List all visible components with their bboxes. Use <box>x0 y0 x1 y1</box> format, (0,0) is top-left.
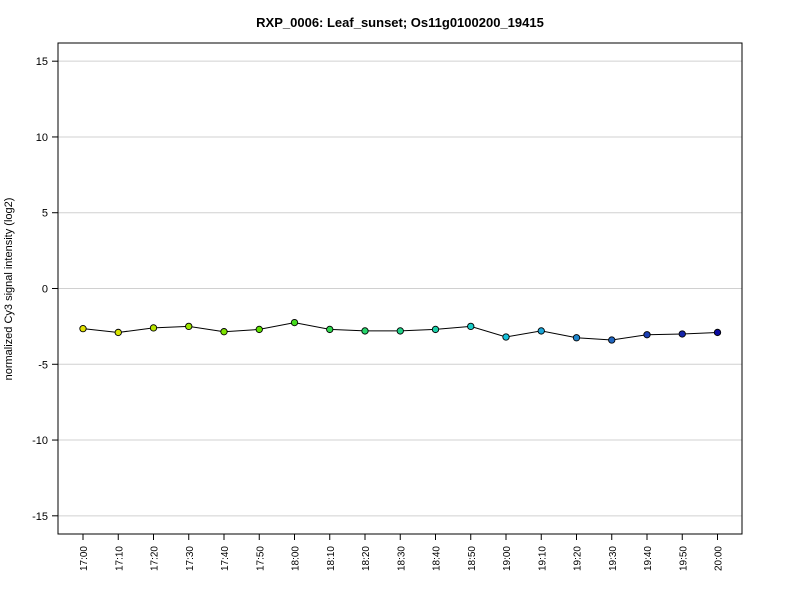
data-point <box>79 325 87 333</box>
x-tick-label: 19:10 <box>537 546 548 571</box>
plot-frame <box>57 42 743 535</box>
data-point <box>396 327 404 335</box>
x-axis: 17:00 17:10 17:20 17:30 17:40 17:50 18:00 18:10… <box>79 534 725 571</box>
y-axis: -15 -10 -5 0 5 10 15 <box>32 56 58 523</box>
x-tick-label: 18:50 <box>467 546 478 571</box>
data-point <box>220 328 228 336</box>
data-point <box>290 318 299 327</box>
x-tick-label: 20:00 <box>714 546 725 571</box>
x-tick-label: 18:40 <box>432 546 443 571</box>
x-tick-label: 18:10 <box>326 546 337 571</box>
chart-title: RXP_0006: Leaf_sunset; Os11g0100200_1941… <box>256 15 544 30</box>
x-tick-label: 17:00 <box>79 546 90 571</box>
y-tick-label: 0 <box>42 284 48 296</box>
y-tick-label: -15 <box>32 511 48 523</box>
x-tick-label: 19:50 <box>678 546 689 571</box>
x-tick-label: 19:00 <box>502 546 513 571</box>
data-point <box>185 322 193 331</box>
y-tick-label: 15 <box>36 56 48 68</box>
data-point <box>114 328 122 337</box>
x-tick-label: 17:50 <box>255 546 266 571</box>
data-point <box>467 322 475 331</box>
data-point <box>326 325 334 334</box>
data-point <box>678 330 686 338</box>
data-point <box>608 336 616 344</box>
data-point <box>149 324 158 332</box>
x-tick-label: 18:30 <box>396 546 407 571</box>
data-point <box>502 333 510 341</box>
data-point <box>537 327 545 335</box>
x-tick-label: 18:00 <box>291 546 302 571</box>
data-point <box>361 327 369 335</box>
y-tick-label: -5 <box>38 359 48 371</box>
y-tick-label: 5 <box>42 208 48 220</box>
x-tick-label: 19:40 <box>643 546 654 571</box>
x-tick-label: 19:20 <box>573 546 584 571</box>
y-tick-label: 10 <box>36 132 48 144</box>
data-point <box>255 325 263 334</box>
y-axis-label: normalized Cy3 signal intensity (log2) <box>3 198 15 381</box>
x-tick-label: 17:30 <box>185 546 196 571</box>
data-point <box>713 328 722 337</box>
x-tick-label: 18:20 <box>361 546 372 571</box>
x-tick-label: 17:40 <box>220 546 231 571</box>
data-point <box>572 334 581 342</box>
data-point <box>431 325 440 334</box>
series <box>79 318 722 344</box>
x-tick-label: 19:30 <box>608 546 619 571</box>
x-tick-label: 17:10 <box>114 546 125 571</box>
data-point <box>643 331 651 339</box>
gridlines <box>58 60 742 517</box>
y-tick-label: -10 <box>32 435 48 447</box>
x-tick-label: 17:20 <box>150 546 161 571</box>
